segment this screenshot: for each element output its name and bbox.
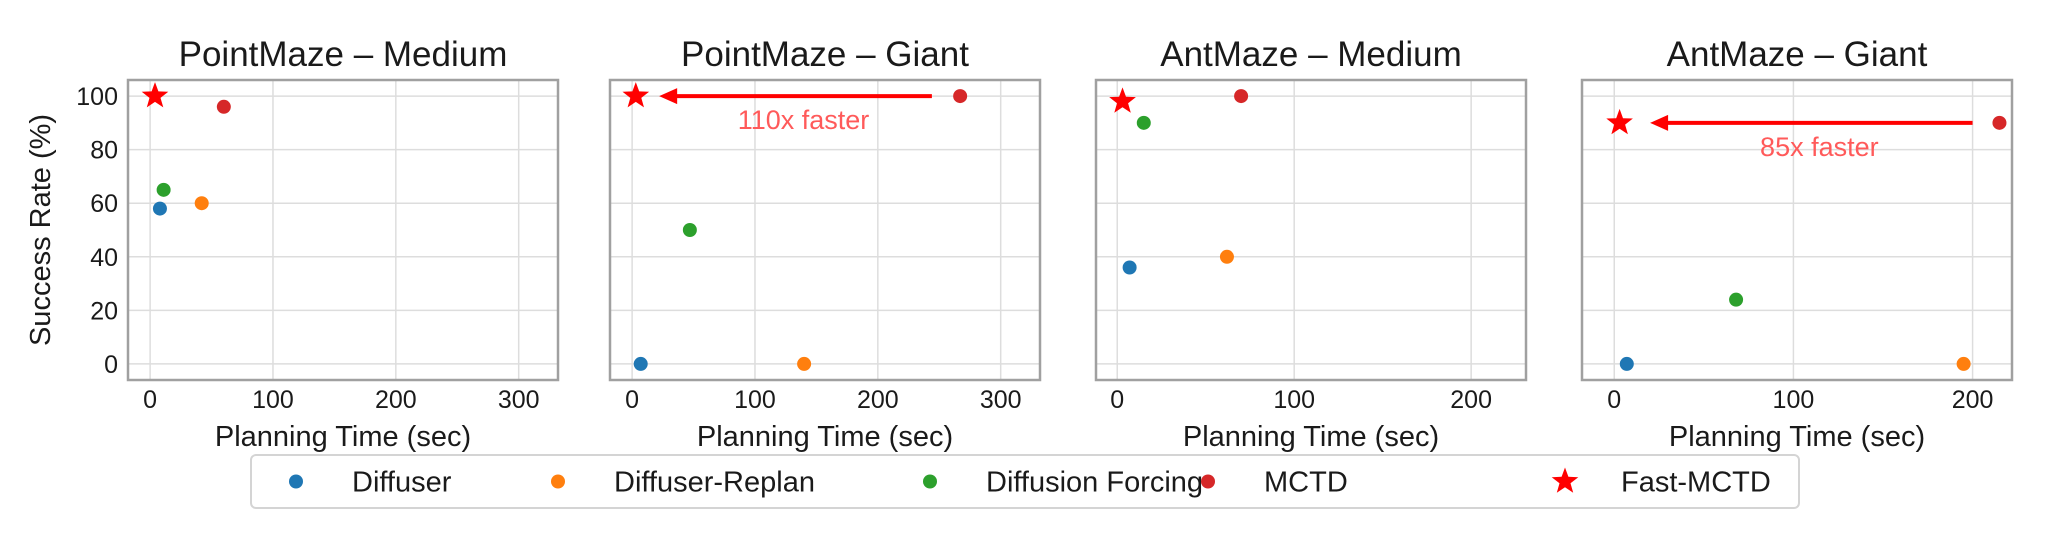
x-axis-label: Planning Time (sec) bbox=[215, 421, 471, 453]
plot-frame bbox=[1580, 78, 2014, 382]
x-tick-label: 200 bbox=[857, 386, 899, 414]
y-tick-label: 20 bbox=[90, 297, 118, 325]
legend-marker bbox=[1201, 474, 1215, 489]
panel-title: AntMaze – Medium bbox=[1160, 35, 1462, 74]
point-fast-mctd bbox=[141, 82, 169, 108]
point-diffusion-forcing bbox=[682, 223, 697, 237]
y-tick-label: 40 bbox=[90, 244, 118, 272]
x-tick-label: 200 bbox=[1952, 386, 1994, 414]
annotation-arrow-head bbox=[1650, 114, 1669, 131]
x-tick-label: 0 bbox=[143, 386, 157, 414]
plot-frame bbox=[1094, 78, 1528, 382]
point-diffuser bbox=[1619, 356, 1634, 371]
x-tick-label: 0 bbox=[1607, 386, 1621, 414]
annotation-arrow-head bbox=[659, 88, 678, 105]
panel-title: AntMaze – Giant bbox=[1667, 35, 1928, 74]
point-diffuser-replan bbox=[194, 196, 209, 211]
point-mctd bbox=[216, 99, 231, 114]
panel-1: PointMaze – Medium 0 100 200 300 0 20 40 60 80 100… bbox=[25, 35, 560, 453]
plot-frame bbox=[126, 78, 560, 382]
plot-frame bbox=[608, 78, 1042, 382]
x-axis-label: Planning Time (sec) bbox=[697, 421, 953, 453]
legend-label: Diffuser-Replan bbox=[614, 467, 815, 499]
legend-marker bbox=[923, 474, 937, 489]
point-fast-mctd bbox=[1606, 108, 1633, 135]
point-diffuser-replan bbox=[1956, 356, 1971, 371]
legend-label: Diffuser bbox=[352, 467, 452, 499]
point-diffuser-replan bbox=[1219, 249, 1234, 264]
panel-title: PointMaze – Giant bbox=[681, 35, 969, 74]
x-tick-label: 100 bbox=[734, 386, 776, 414]
y-tick-label: 60 bbox=[90, 190, 118, 218]
point-mctd bbox=[1992, 115, 2007, 130]
legend-label: MCTD bbox=[1264, 467, 1348, 499]
y-tick-label: 100 bbox=[76, 83, 118, 111]
point-mctd bbox=[953, 89, 968, 104]
y-tick-label: 80 bbox=[90, 137, 118, 165]
x-tick-label: 200 bbox=[1450, 386, 1492, 414]
legend: Diffuser Diffuser-Replan Diffusion Forcing… bbox=[250, 454, 1800, 509]
panel-4: AntMaze – Giant 0 100 200 Planning Time (sec… bbox=[1580, 35, 2014, 453]
legend-item-diffusion-forcing: Diffusion Forcing bbox=[923, 467, 1203, 499]
legend-box bbox=[250, 454, 1800, 509]
x-tick-label: 300 bbox=[498, 386, 540, 414]
annotation-text: 110x faster bbox=[738, 105, 870, 135]
x-tick-label: 100 bbox=[1773, 386, 1815, 414]
legend-item-diffuser-replan: Diffuser-Replan bbox=[551, 467, 815, 499]
panel-title: PointMaze – Medium bbox=[179, 35, 508, 74]
x-axis-label: Planning Time (sec) bbox=[1183, 421, 1439, 453]
legend-marker bbox=[551, 474, 565, 489]
legend-item-diffuser: Diffuser bbox=[289, 467, 452, 499]
point-diffuser bbox=[633, 356, 648, 371]
x-axis-label: Planning Time (sec) bbox=[1669, 421, 1925, 453]
point-fast-mctd bbox=[622, 82, 650, 108]
x-tick-label: 100 bbox=[1273, 386, 1315, 414]
panel-3: AntMaze – Medium 0 100 200 Planning Time (se… bbox=[1094, 35, 1528, 453]
panel-2: PointMaze – Giant 0 100 200 300 Planning Time… bbox=[608, 35, 1042, 453]
chart-panels: PointMaze – Medium 0 100 200 300 0 20 40 60 80 100… bbox=[25, 35, 2014, 453]
point-diffusion-forcing bbox=[156, 182, 171, 197]
annotation-text: 85x faster bbox=[1760, 132, 1879, 162]
point-diffuser bbox=[1122, 260, 1137, 275]
y-tick-label: 0 bbox=[104, 351, 118, 379]
point-diffuser-replan bbox=[797, 356, 812, 371]
legend-marker bbox=[1551, 467, 1579, 493]
point-fast-mctd bbox=[1109, 87, 1136, 113]
legend-marker bbox=[289, 474, 303, 489]
x-tick-label: 300 bbox=[980, 386, 1022, 414]
legend-item-mctd: MCTD bbox=[1201, 467, 1348, 499]
x-tick-label: 200 bbox=[375, 386, 417, 414]
x-tick-label: 0 bbox=[1110, 386, 1124, 414]
y-axis-label: Success Rate (%) bbox=[25, 114, 57, 346]
point-diffuser bbox=[152, 201, 167, 216]
point-diffusion-forcing bbox=[1136, 115, 1151, 130]
legend-item-fast-mctd: Fast-MCTD bbox=[1551, 467, 1771, 499]
legend-label: Fast-MCTD bbox=[1621, 467, 1771, 499]
point-mctd bbox=[1234, 89, 1249, 104]
x-tick-label: 0 bbox=[625, 386, 639, 414]
x-tick-label: 100 bbox=[252, 386, 294, 414]
legend-label: Diffusion Forcing bbox=[986, 467, 1203, 499]
point-diffusion-forcing bbox=[1729, 292, 1744, 307]
